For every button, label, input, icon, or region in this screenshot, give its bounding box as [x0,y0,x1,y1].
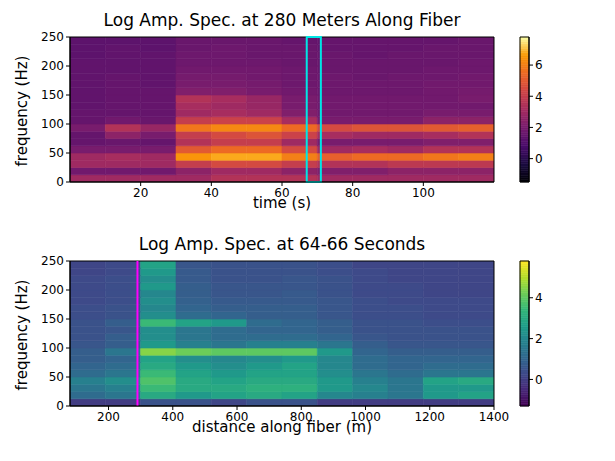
svg-text:250: 250 [41,254,64,268]
svg-text:1400: 1400 [479,410,510,424]
svg-text:100: 100 [41,341,64,355]
svg-text:150: 150 [41,88,64,102]
svg-text:200: 200 [97,410,120,424]
svg-text:0: 0 [535,152,543,166]
svg-text:50: 50 [49,146,64,160]
svg-text:40: 40 [204,186,219,200]
svg-text:100: 100 [412,186,435,200]
svg-text:2: 2 [535,121,543,135]
svg-text:50: 50 [49,370,64,384]
svg-text:100: 100 [41,117,64,131]
svg-text:200: 200 [41,59,64,73]
svg-text:150: 150 [41,312,64,326]
svg-text:250: 250 [41,30,64,44]
svg-text:4: 4 [535,90,543,104]
svg-text:0: 0 [56,175,64,189]
svg-text:0: 0 [56,399,64,413]
svg-text:6: 6 [535,58,543,72]
svg-text:1200: 1200 [414,410,445,424]
svg-text:200: 200 [41,283,64,297]
svg-text:20: 20 [133,186,148,200]
svg-text:4: 4 [535,291,543,305]
svg-text:2: 2 [535,332,543,346]
svg-text:400: 400 [161,410,184,424]
svg-text:80: 80 [345,186,360,200]
svg-text:0: 0 [535,373,543,387]
